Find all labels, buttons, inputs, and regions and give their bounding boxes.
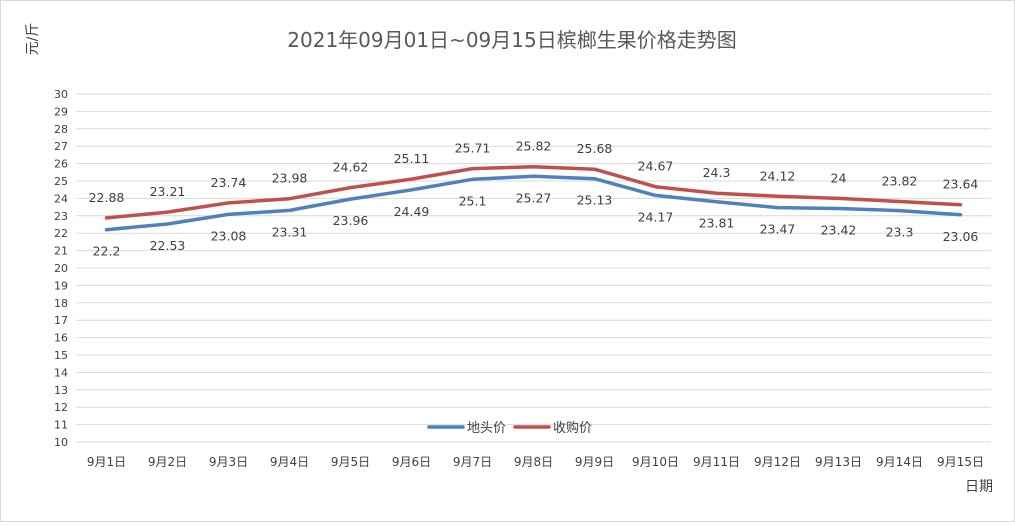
data-label: 25.27 — [516, 190, 552, 205]
data-label: 25.1 — [459, 193, 487, 208]
y-tick-label: 10 — [54, 436, 68, 449]
y-tick-label: 25 — [54, 175, 68, 188]
x-tick-label: 9月4日 — [270, 455, 309, 469]
y-tick-label: 18 — [54, 297, 68, 310]
x-tick-label: 9月1日 — [87, 455, 126, 469]
data-label: 25.68 — [577, 141, 613, 156]
y-tick-label: 15 — [54, 349, 68, 362]
data-label: 23.21 — [150, 184, 186, 199]
x-tick-label: 9月3日 — [209, 455, 248, 469]
data-label: 23.82 — [882, 174, 918, 189]
y-tick-label: 11 — [54, 419, 68, 432]
series-lines — [104, 164, 963, 232]
x-tick-label: 9月5日 — [331, 455, 370, 469]
data-label: 23.64 — [943, 177, 979, 192]
y-tick-label: 20 — [54, 262, 68, 275]
chart-title: 2021年09月01日~09月15日槟榔生果价格走势图 — [287, 28, 736, 52]
data-labels: 22.2 22.53 23.08 23.31 23.96 24.49 25.1 25.27 25… — [89, 139, 979, 259]
data-label: 24.62 — [333, 160, 369, 175]
x-tick-label: 9月15日 — [937, 455, 984, 469]
x-tick-label: 9月10日 — [632, 455, 679, 469]
data-label: 23.3 — [886, 225, 914, 240]
y-tick-label: 27 — [54, 140, 68, 153]
data-label: 23.96 — [333, 213, 369, 228]
data-label: 25.11 — [394, 151, 430, 166]
y-tick-label: 22 — [54, 227, 68, 240]
x-tick-label: 9月2日 — [148, 455, 187, 469]
data-label: 24.49 — [394, 204, 430, 219]
data-label: 23.47 — [760, 222, 796, 237]
x-tick-label: 9月13日 — [815, 455, 862, 469]
data-label: 23.31 — [272, 224, 308, 239]
data-label: 25.13 — [577, 193, 613, 208]
y-tick-label: 21 — [54, 245, 68, 258]
series-line-1 — [104, 174, 963, 232]
data-label: 22.88 — [89, 190, 125, 205]
data-label: 23.06 — [943, 229, 979, 244]
data-label: 23.42 — [821, 222, 857, 237]
y-tick-label: 26 — [54, 158, 68, 171]
x-tick-label: 9月14日 — [876, 455, 923, 469]
y-tick-label: 28 — [54, 123, 68, 136]
y-tick-label: 13 — [54, 384, 68, 397]
y-tick-label: 30 — [54, 88, 68, 101]
y-tick-label: 14 — [54, 366, 68, 379]
data-label: 22.2 — [93, 244, 121, 259]
y-tick-label: 29 — [54, 105, 68, 118]
x-tick-label: 9月8日 — [514, 455, 553, 469]
x-axis-label: 日期 — [965, 479, 993, 495]
data-label: 23.74 — [211, 175, 247, 190]
x-tick-label: 9月11日 — [693, 455, 740, 469]
data-label: 23.08 — [211, 228, 247, 243]
data-label: 24.17 — [638, 209, 674, 224]
data-label: 24.12 — [760, 168, 796, 183]
x-axis-ticks: 9月1日 9月2日 9月3日 9月4日 9月5日 9月6日 9月7日 9月8日 9月9日 9月10… — [87, 455, 984, 469]
y-tick-label: 24 — [54, 192, 68, 205]
y-tick-label: 23 — [54, 210, 68, 223]
data-label: 24.67 — [638, 159, 674, 174]
legend-label: 收购价 — [553, 420, 592, 436]
y-tick-label: 16 — [54, 332, 68, 345]
x-tick-label: 9月9日 — [575, 455, 614, 469]
data-label: 24 — [831, 170, 847, 185]
data-label: 25.82 — [516, 139, 552, 154]
gridlines — [76, 93, 991, 443]
series-line-2 — [104, 164, 963, 220]
data-label: 24.3 — [703, 165, 731, 180]
x-tick-label: 9月6日 — [392, 455, 431, 469]
legend: 地头价 收购价 — [427, 420, 592, 436]
y-axis-ticks: 10 11 12 13 14 15 16 17 18 19 20 21 22 23 24 25 26 27 28 29… — [54, 88, 68, 449]
y-tick-label: 12 — [54, 401, 68, 414]
legend-label: 地头价 — [467, 421, 506, 436]
y-tick-label: 17 — [54, 314, 68, 327]
data-label: 23.98 — [272, 171, 308, 186]
x-tick-label: 9月7日 — [453, 455, 492, 469]
x-tick-label: 9月12日 — [754, 455, 801, 469]
data-label: 25.71 — [455, 141, 491, 156]
y-tick-label: 19 — [54, 279, 68, 292]
data-label: 23.81 — [699, 216, 735, 231]
y-axis-label: 元/斤 — [25, 23, 41, 56]
data-label: 22.53 — [150, 238, 186, 253]
